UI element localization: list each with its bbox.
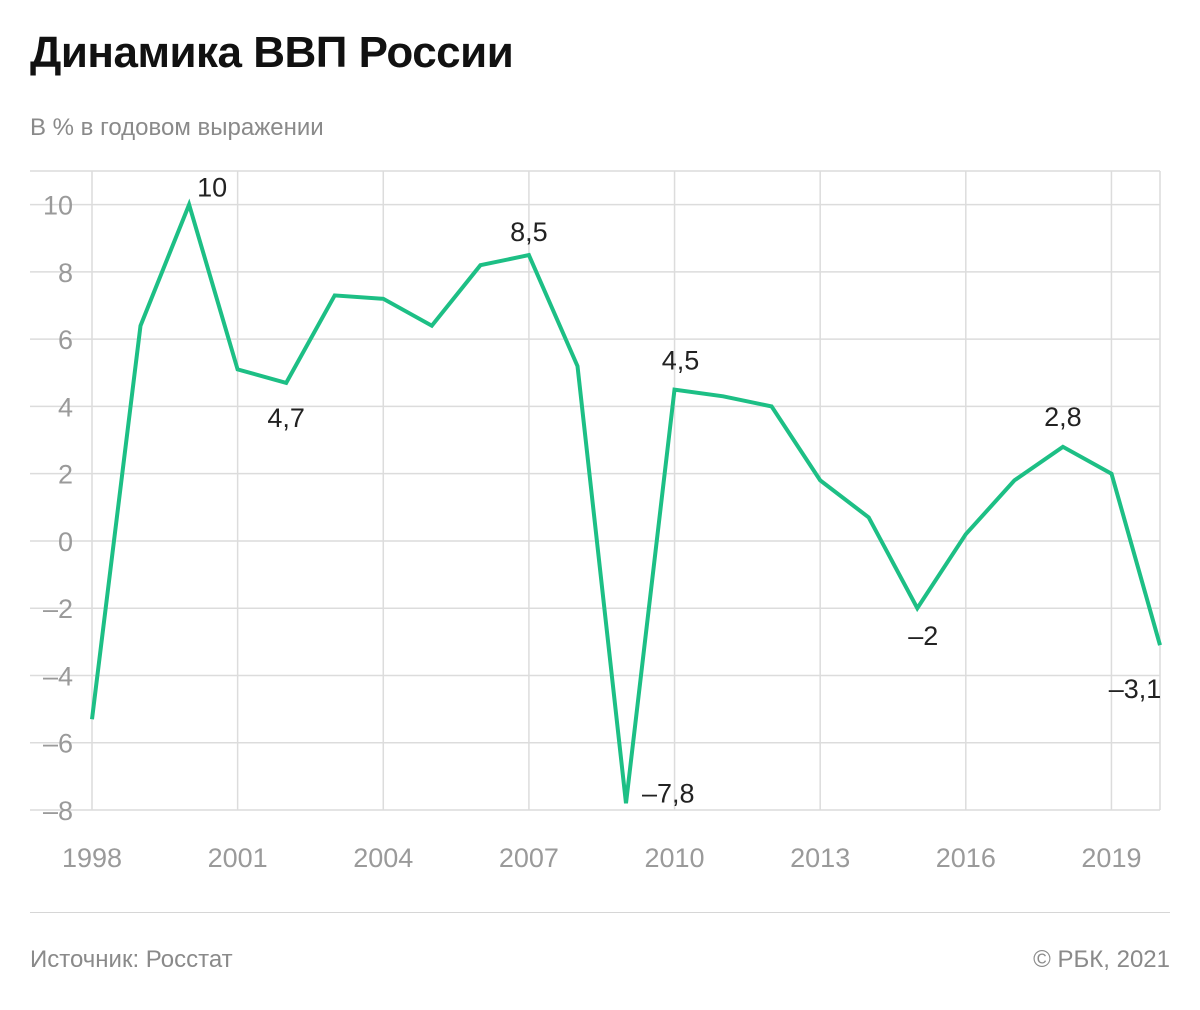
x-tick-label: 2010 [645,843,705,873]
x-tick-label: 2016 [936,843,996,873]
x-tick-label: 2019 [1081,843,1141,873]
y-tick-label: –6 [43,729,73,759]
series-layer [90,198,1162,804]
gdp-line-chart: 10 8 6 4 2 0 –2 –4 –6 –8 1998 2001 2004 2007 2010 2013… [30,170,1162,873]
data-label: 4,5 [662,346,700,376]
x-tick-label: 2007 [499,843,559,873]
x-tick-label: 2004 [353,843,413,873]
copyright-note: © РБК, 2021 [1033,946,1170,973]
data-label: –3,1 [1109,674,1162,704]
x-tick-label: 2001 [208,843,268,873]
footer-divider [30,912,1170,913]
y-tick-label: 0 [58,527,73,557]
x-axis-ticks: 1998 2001 2004 2007 2010 2013 2016 2019 [62,843,1142,873]
chart-title: Динамика ВВП России [30,28,514,77]
y-tick-label: 2 [58,460,73,490]
y-tick-label: 6 [58,325,73,355]
y-tick-label: 8 [58,258,73,288]
y-tick-label: 4 [58,392,73,422]
data-label: 8,5 [510,217,548,247]
data-labels: 10 4,7 8,5 –7,8 4,5 –2 2,8 –3,1 [197,173,1161,809]
series-line [90,198,1162,804]
y-tick-label: 10 [43,191,73,221]
data-label: –7,8 [642,778,695,808]
data-label: 4,7 [267,403,305,433]
data-label: 10 [197,173,227,203]
data-label: –2 [908,621,938,651]
chart-grid [30,170,1161,811]
y-tick-label: –2 [43,594,73,624]
y-axis-ticks: 10 8 6 4 2 0 –2 –4 –6 –8 [43,191,73,826]
x-tick-label: 2013 [790,843,850,873]
x-tick-label: 1998 [62,843,122,873]
y-tick-label: –4 [43,661,73,691]
data-label: 2,8 [1044,402,1082,432]
y-tick-label: –8 [43,796,73,826]
source-note: Источник: Росстат [30,946,233,973]
chart-subtitle: В % в годовом выражении [30,114,324,141]
